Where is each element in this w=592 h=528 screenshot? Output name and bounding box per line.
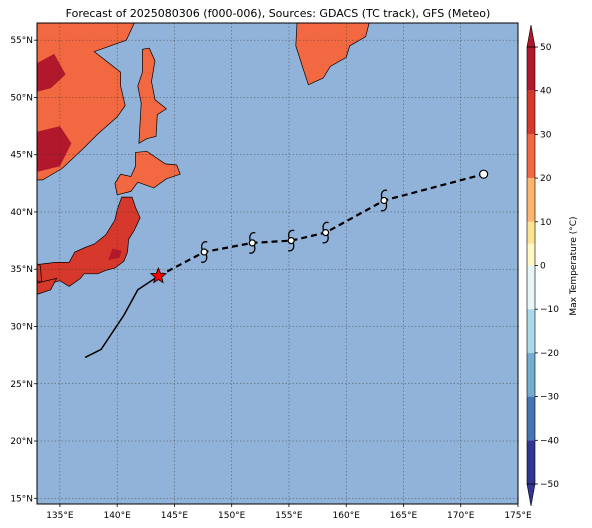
colorbar-max-extension [526,24,536,48]
colorbar-bin [527,134,535,179]
land-hokkaido [114,150,181,196]
storm-icon-arm [380,202,388,212]
storm-icon-arm [200,253,208,263]
land-layer [37,23,370,295]
land-kamchatka [295,23,370,86]
colorbar-bin [527,396,535,441]
latitude-tick-label: 30°N [10,322,33,332]
storm-icon-arm [322,221,329,231]
longitude-tick-label: 140°E [103,511,131,521]
latitude-tick-labels: 15°N 20°N 25°N 30°N 35°N 40°N 45°N 50°N 55°N [10,36,37,504]
colorbar-tick-label: 30 [540,130,552,140]
land-kyushu [37,277,58,295]
map-area: 135°E 140°E 145°E 150°E 155°E 160°E 165°E 170°E… [10,22,532,521]
tropical-storm-icon [248,232,256,254]
land-sakhalin [137,47,168,144]
hot-region [108,248,122,261]
colorbar-bin [527,90,535,135]
latitude-tick-label: 20°N [10,437,33,447]
latitude-tick-label: 50°N [10,93,33,103]
storm-icon-arm [380,189,388,199]
storm-icon-eye [287,237,295,245]
longitude-tick-label: 160°E [333,511,361,521]
latitude-tick-label: 15°N [10,494,33,504]
map-frame [36,22,519,505]
tropical-storm-icon [200,241,208,263]
colorbar-tick-label: 0 [540,262,546,272]
storm-icon-arm [201,241,208,251]
colorbar-tick-labels: 50 40 30 20 10 0 −10 −20 −30 −40 −50 [535,43,559,490]
land-korea [37,263,42,283]
storm-icon-arm [287,242,295,252]
longitude-tick-label: 170°E [447,511,475,521]
latitude-tick-label: 55°N [10,36,33,46]
colorbar-bin [527,265,535,310]
colorbar-tick-label: −40 [540,436,559,446]
land-honshu [37,196,141,287]
storm-icon-arm [249,232,256,242]
storm-icon-eye [322,229,330,237]
tropical-storm-icon [322,221,330,244]
colorbar-tick-label: −10 [540,305,559,315]
longitude-tick-labels: 135°E 140°E 145°E 150°E 155°E 160°E 165°E 170°E… [46,504,532,521]
current-position-star [149,267,168,284]
hot-region [37,53,66,92]
colorbar-tick-label: −30 [540,393,559,403]
latitude-tick-label: 45°N [10,151,33,161]
colorbar-bins [527,47,535,484]
latitude-tick-label: 25°N [10,380,33,390]
latitude-tick-label: 40°N [10,208,33,218]
colorbar-tick-label: −20 [540,349,559,359]
colorbar-tick-label: 10 [540,218,552,228]
colorbar-tick-label: 20 [540,174,552,184]
colorbar-tick-label: 50 [540,43,552,53]
storm-icon-eye [200,248,208,256]
longitude-tick-label: 150°E [218,511,246,521]
colorbar-tick-label: −50 [540,480,559,490]
colorbar-bin [527,309,535,353]
colorbar-bin [527,221,535,244]
colorbar-bin [527,243,535,266]
tropical-storm-icon [380,189,388,212]
colorbar-bin [527,352,535,397]
observed-track-line [84,275,159,359]
map-title: Forecast of 2025080306 (f000-006), Sourc… [66,7,491,20]
latitude-tick-label: 35°N [10,265,33,275]
track-end-marker [479,169,489,179]
longitude-tick-label: 175°E [504,511,532,521]
colorbar-bin [527,178,535,222]
storm-icon-eye [380,196,388,205]
storm-track [84,169,489,359]
storm-icon-arm [322,234,329,244]
tropical-storm-icon [287,229,295,252]
colorbar-min-extension [526,483,536,507]
longitude-tick-label: 135°E [46,511,74,521]
longitude-tick-label: 155°E [275,511,303,521]
colorbar-bin [527,47,535,91]
longitude-tick-label: 165°E [390,511,418,521]
colorbar: 50 40 30 20 10 0 −10 −20 −30 −40 −50 Max Temperatu… [526,24,579,507]
colorbar-tick-label: 40 [540,87,552,97]
hot-region [37,126,72,172]
storm-icon-arm [249,244,256,254]
colorbar-bin [527,440,535,484]
storm-icon-eye [248,239,256,247]
colorbar-label: Max Temperature (°C) [569,216,579,315]
longitude-tick-label: 145°E [161,511,189,521]
storm-icon-arm [288,229,295,239]
